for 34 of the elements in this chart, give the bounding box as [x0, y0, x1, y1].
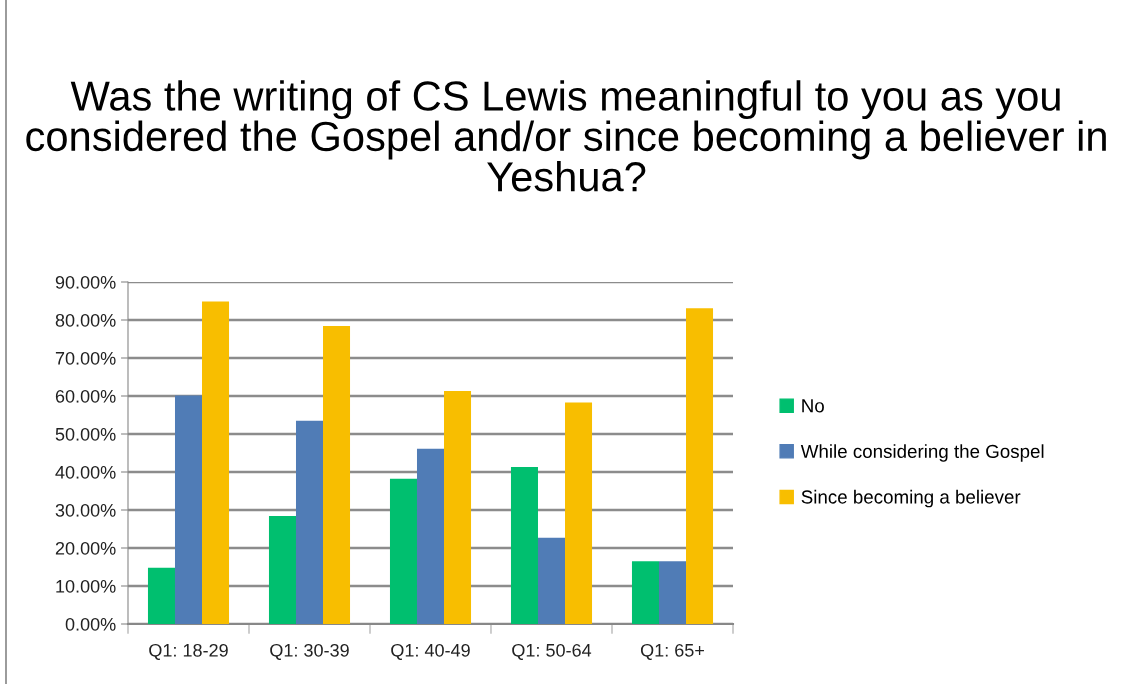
x-tick-label: Q1: 65+ [640, 643, 704, 660]
y-tick-label: 80.00% [55, 313, 116, 327]
x-tick-label: Q1: 40-49 [391, 643, 470, 660]
y-tick-label: 70.00% [55, 351, 116, 365]
bar [389, 478, 417, 624]
bar [202, 301, 230, 624]
bar [510, 467, 538, 624]
x-tick-label: Q1: 18-29 [149, 643, 228, 660]
y-tick-label: 90.00% [55, 275, 116, 289]
legend-label: No [802, 399, 824, 413]
x-tick-label: Q1: 30-39 [270, 643, 349, 660]
y-tick-label: 50.00% [55, 427, 116, 441]
bar [268, 516, 296, 624]
legend-label: While considering the Gospel [800, 444, 1044, 462]
x-tick-label: Q1: 50-64 [512, 643, 592, 660]
bar [444, 391, 472, 624]
y-tick-label: 40.00% [55, 465, 116, 479]
legend-label: Since becoming a believer [801, 489, 1021, 508]
y-tick-label: 20.00% [55, 541, 116, 555]
bar [295, 420, 324, 624]
y-tick-label: 60.00% [55, 389, 116, 403]
bar [565, 402, 593, 624]
y-tick-label: 30.00% [55, 503, 116, 517]
y-tick-label: 10.00% [56, 579, 116, 593]
chart-title: Was the writing of CS Lewis meaningful to you as you considered the Gospel and/or since becoming a believer in Yeshua? [26, 80, 1106, 192]
y-tick-label: 0.00% [65, 617, 116, 631]
bar [323, 326, 351, 624]
bar [416, 448, 445, 624]
bar [631, 561, 659, 624]
bar [174, 395, 203, 624]
bar [147, 567, 175, 624]
bar [686, 308, 714, 624]
bar [537, 537, 566, 624]
bar [658, 561, 687, 624]
